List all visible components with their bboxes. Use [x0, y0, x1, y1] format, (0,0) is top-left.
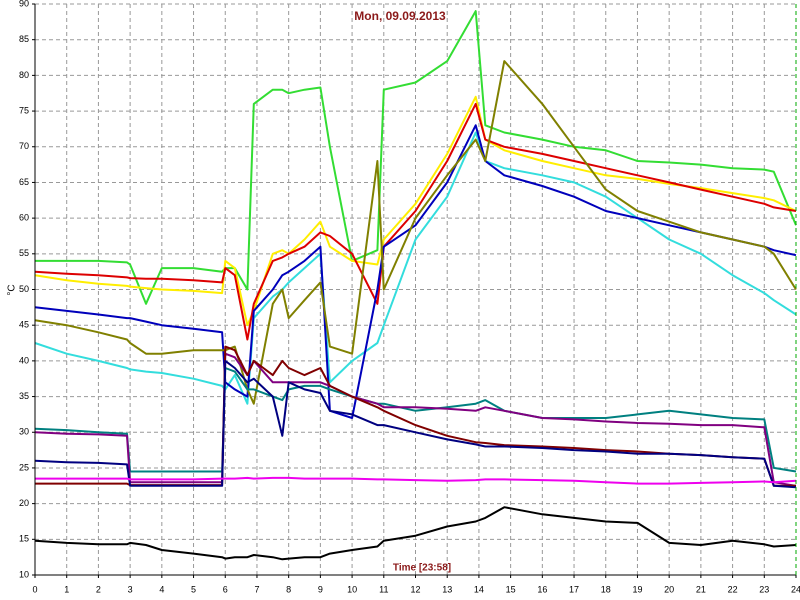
y-tick-label: 70: [19, 141, 29, 151]
y-tick-label: 45: [19, 320, 29, 330]
x-tick-label: 20: [664, 584, 674, 594]
x-axis-label: Time [23:58]: [393, 563, 451, 574]
series-line: [35, 10, 797, 305]
y-tick-label: 10: [19, 569, 29, 579]
x-tick-label: 13: [442, 584, 452, 594]
y-tick-label: 90: [19, 0, 29, 8]
chart-title: Mon, 09.09.2013: [354, 9, 446, 23]
series-line: [34, 367, 797, 473]
x-tick-label: 11: [379, 584, 388, 594]
x-tick-label: 18: [601, 584, 611, 594]
x-tick-label: 22: [728, 584, 738, 594]
y-tick-label: 15: [19, 534, 29, 544]
x-tick-label: 19: [632, 584, 642, 594]
series-line: [35, 476, 797, 485]
x-tick-label: 3: [128, 584, 133, 594]
y-tick-label: 85: [19, 34, 29, 44]
plot-lines: [34, 10, 797, 561]
x-tick-label: 24: [791, 584, 800, 594]
x-tick-label: 21: [696, 584, 706, 594]
x-tick-label: 2: [96, 584, 101, 594]
x-tick-label: 16: [537, 584, 547, 594]
series-line: [34, 102, 797, 341]
y-tick-label: 20: [19, 498, 29, 508]
x-tick-label: 15: [506, 584, 516, 594]
x-tick-label: 9: [318, 584, 323, 594]
y-tick-label: 75: [19, 105, 29, 115]
x-tick-label: 0: [32, 584, 37, 594]
y-axis-label: °C: [7, 284, 18, 295]
x-tick-label: 23: [759, 584, 769, 594]
x-tick-label: 8: [286, 584, 291, 594]
y-tick-label: 40: [19, 355, 29, 365]
x-tick-label: 5: [191, 584, 196, 594]
y-tick-label: 80: [19, 70, 29, 80]
series-line: [34, 60, 797, 405]
y-tick-label: 50: [19, 284, 29, 294]
y-tick-label: 25: [19, 462, 29, 472]
y-tick-label: 55: [19, 248, 29, 258]
series-line: [34, 506, 797, 561]
y-tick-label: 35: [19, 391, 29, 401]
x-tick-label: 6: [223, 584, 228, 594]
x-tick-label: 10: [347, 584, 357, 594]
x-tick-label: 12: [410, 584, 420, 594]
y-tick-label: 65: [19, 177, 29, 187]
x-tick-label: 1: [64, 584, 69, 594]
y-tick-label: 60: [19, 213, 29, 223]
x-tick-label: 14: [474, 584, 484, 594]
series-line: [34, 95, 797, 327]
series-line: [34, 359, 797, 489]
x-tick-label: 17: [569, 584, 579, 594]
x-tick-label: 7: [254, 584, 259, 594]
y-tick-label: 30: [19, 427, 29, 437]
x-tick-label: 4: [159, 584, 164, 594]
